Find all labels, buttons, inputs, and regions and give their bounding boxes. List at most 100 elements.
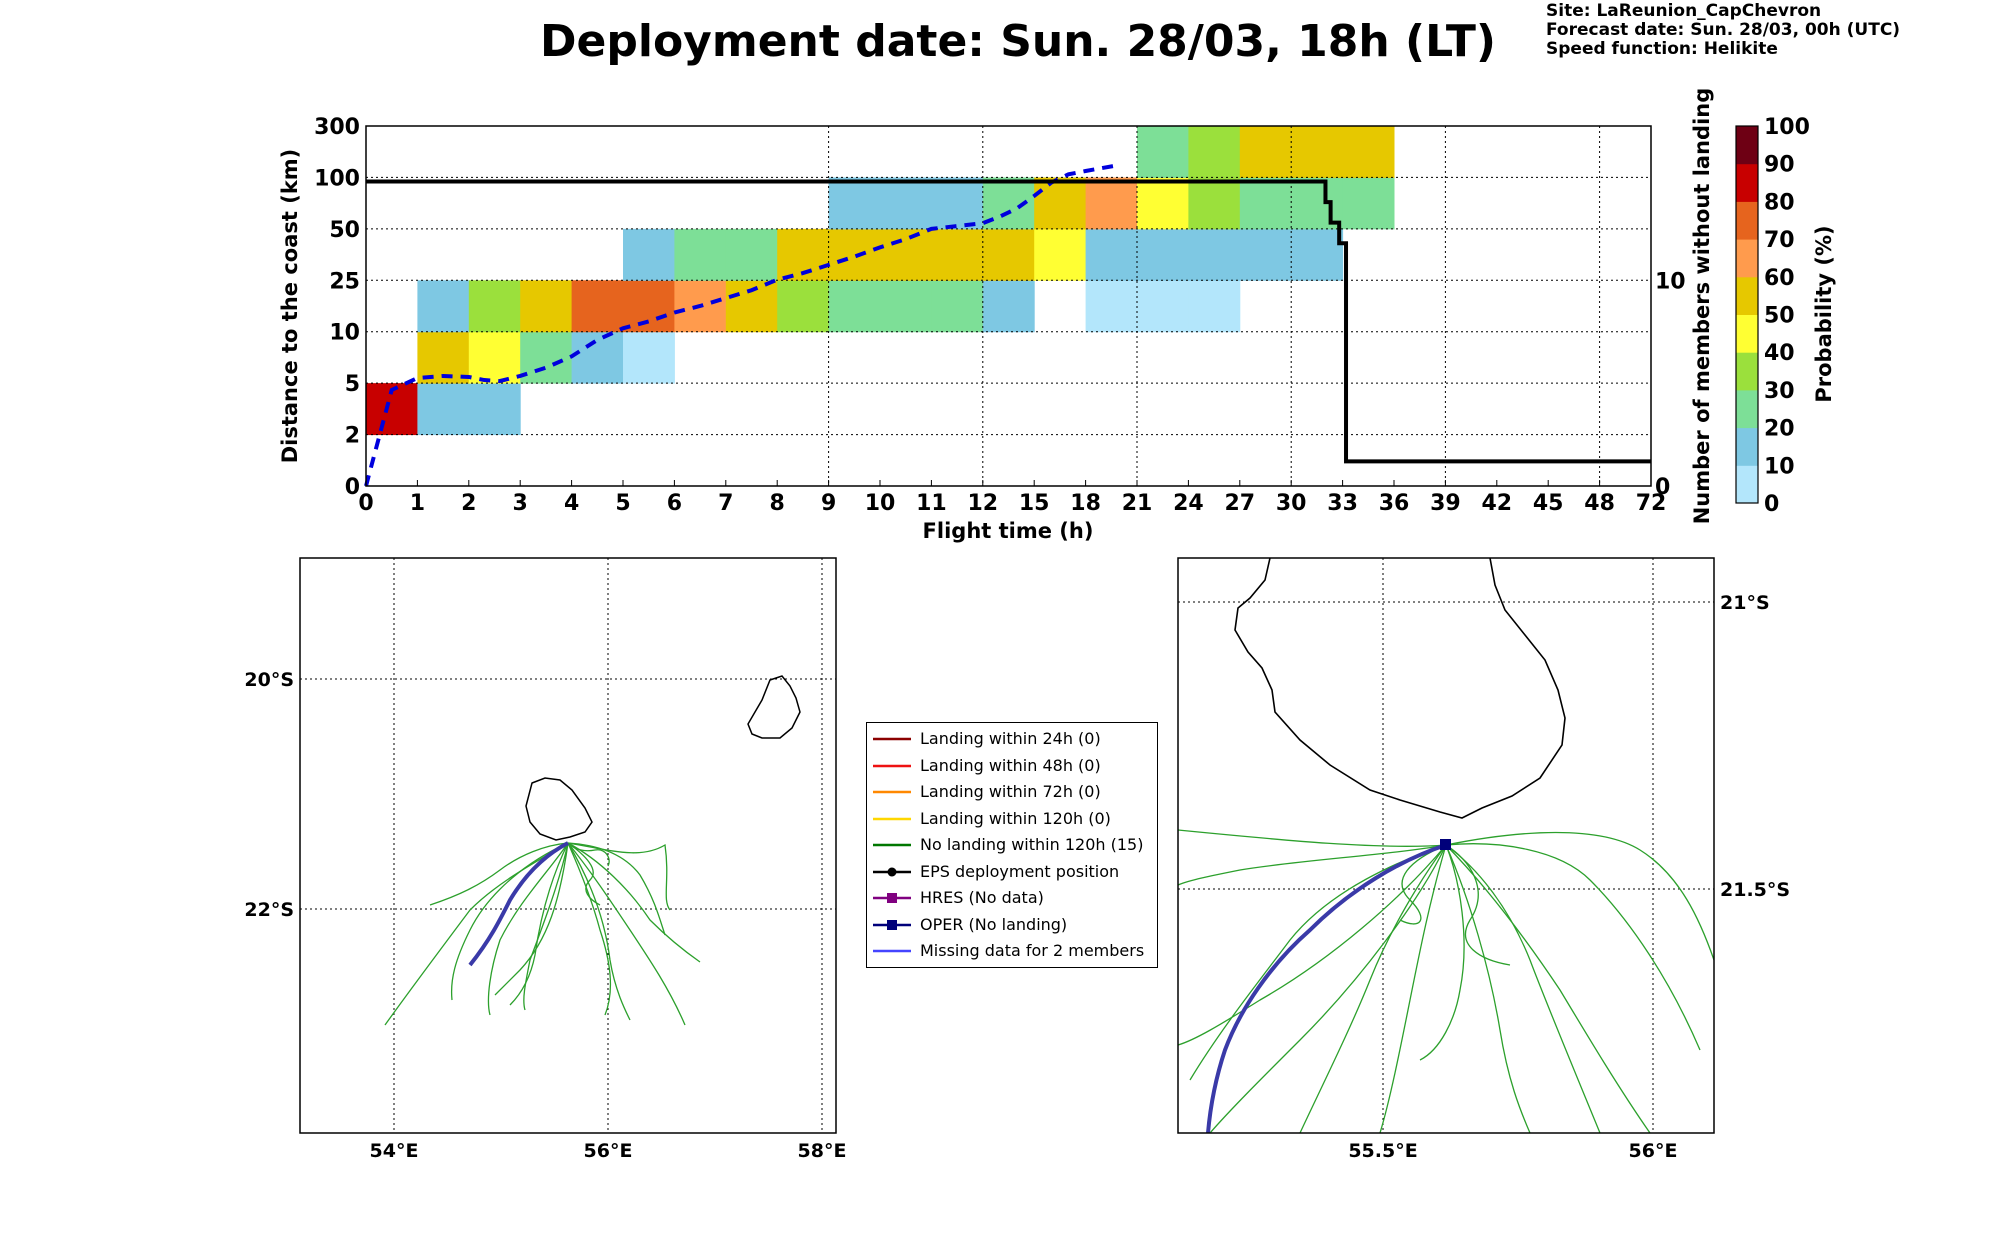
lon-tick-58: 58°E [798, 1140, 847, 1162]
probability-heatmap-chart: 0 1 2 3 4 5 6 7 8 9 10 11 12 15 18 21 24 27 30 33 36 39 42 45 48… [278, 88, 1836, 543]
x-tick-label: 48 [1584, 491, 1615, 516]
lat-tick-21s: 21°S [1720, 592, 1770, 614]
x-tick-label: 12 [967, 491, 998, 516]
heatmap-cell [468, 383, 521, 436]
colorbar-segment [1736, 276, 1758, 315]
forecast-date-label: Forecast date: Sun. 28/03, 00h (UTC) [1546, 20, 1901, 40]
legend-item: EPS deployment position [867, 860, 1157, 887]
heatmap-cell [571, 331, 624, 384]
x-tick-label: 8 [770, 491, 785, 516]
legend-label: Landing within 48h (0) [920, 755, 1101, 775]
colorbar-tick-label: 50 [1764, 304, 1795, 329]
heatmap-cell [520, 280, 573, 333]
colorbar-tick-label: 60 [1764, 266, 1795, 291]
legend-item: Landing within 72h (0) [867, 780, 1157, 807]
legend-label: OPER (No landing) [920, 914, 1068, 934]
heatmap-cell [417, 280, 470, 333]
heatmap-cell [1188, 280, 1241, 333]
map-legend: Landing within 24h (0) Landing within 48h… [866, 722, 1158, 968]
lat-tick-22s: 22°S [244, 899, 294, 921]
x-tick-label: 4 [564, 491, 579, 516]
heatmap-cell [468, 280, 521, 333]
heatmap-cell [1137, 126, 1189, 178]
heatmap-cell [1085, 177, 1138, 230]
colorbar-frame [1735, 125, 1759, 504]
y2-tick-labels: 0 10 [1655, 269, 1686, 500]
legend-label: Landing within 72h (0) [920, 782, 1101, 801]
colorbar-tick-label: 80 [1764, 190, 1795, 215]
heatmap-cell [1085, 228, 1138, 281]
heatmap-cell [828, 280, 881, 333]
y-tick-label: 50 [329, 218, 360, 243]
x-tick-label: 30 [1276, 491, 1307, 516]
colorbar-segment [1736, 352, 1758, 391]
heatmap-cell [880, 177, 932, 230]
colorbar-segment [1736, 201, 1758, 240]
oper-track-left [468, 841, 569, 967]
x-tick-label: 18 [1070, 491, 1101, 516]
heatmap-cell [1137, 177, 1189, 230]
map-left-frame [299, 557, 837, 1134]
y-tick-label: 25 [329, 269, 360, 294]
colorbar-segment [1736, 427, 1758, 466]
heatmap-cell [931, 177, 984, 230]
heatmap-cell [1034, 228, 1087, 281]
x-tick-label: 6 [667, 491, 682, 516]
legend-swatch [873, 919, 911, 930]
lon-tick-54: 54°E [370, 1140, 419, 1162]
x-tick-label: 15 [1019, 491, 1050, 516]
x-tick-label: 0 [358, 491, 373, 516]
x-tick-label: 10 [865, 491, 896, 516]
x-tick-label: 3 [513, 491, 528, 516]
colorbar-label: Probability (%) [1812, 225, 1836, 402]
x-tick-label: 24 [1173, 491, 1204, 516]
colorbar-tick-label: 90 [1764, 153, 1795, 178]
x-tick-label: 5 [615, 491, 630, 516]
y-tick-label: 2 [345, 424, 360, 449]
legend-swatch [873, 817, 911, 820]
legend-swatch [873, 764, 911, 767]
x-axis-label: Flight time (h) [923, 519, 1094, 543]
heatmap-cell [880, 228, 932, 281]
heatmap-cell [623, 280, 675, 333]
y2-axis-label: Number of members without landing [1690, 88, 1714, 525]
colorbar-segment [1736, 126, 1758, 165]
heatmap-cell [1137, 228, 1189, 281]
heatmap-cell [1034, 177, 1087, 230]
lat-tick-20s: 20°S [244, 669, 294, 691]
ensemble-tracks-left [384, 842, 701, 1026]
heatmap-cell [1188, 228, 1241, 281]
x-tick-label: 7 [718, 491, 733, 516]
heatmap-cell [1342, 177, 1395, 230]
lat-tick-21-5s: 21.5°S [1720, 879, 1790, 901]
legend-item: Landing within 24h (0) [867, 727, 1157, 754]
heatmap-cell [623, 331, 675, 384]
oper-deployment-marker [1440, 839, 1451, 850]
heatmap-cell [1188, 177, 1241, 230]
legend-swatch [873, 843, 911, 847]
heatmap-cell [1239, 177, 1292, 230]
colorbar-tick-label: 20 [1764, 417, 1795, 442]
reunion-island-outline [525, 777, 593, 841]
colorbar-segment [1736, 314, 1758, 353]
legend-label: Landing within 24h (0) [920, 729, 1101, 748]
heatmap-cell [982, 280, 1035, 333]
x-tick-label: 72 [1636, 491, 1667, 516]
legend-item: HRES (No data) [867, 886, 1157, 913]
colorbar-tick-label: 40 [1764, 341, 1795, 366]
heatmap-cell [468, 331, 521, 384]
x-tick-labels: 0 1 2 3 4 5 6 7 8 9 10 11 12 15 18 21 24 27 30 33 36 39 42 45 48… [358, 480, 1666, 516]
heatmap-cell [1291, 126, 1344, 178]
chart-frame [365, 125, 1652, 487]
legend-item: Landing within 120h (0) [867, 807, 1157, 834]
heatmap-cells [366, 126, 1395, 436]
site-info: Site: LaReunion_CapChevron Forecast date… [1546, 2, 1900, 59]
reunion-coast-outline [1234, 557, 1566, 819]
heatmap-cell [931, 280, 984, 333]
heatmap-cell [1239, 126, 1292, 178]
colorbar-segment [1736, 239, 1758, 278]
x-tick-label: 27 [1224, 491, 1255, 516]
legend-label: EPS deployment position [920, 861, 1120, 881]
y-tick-label: 0 [345, 475, 360, 500]
